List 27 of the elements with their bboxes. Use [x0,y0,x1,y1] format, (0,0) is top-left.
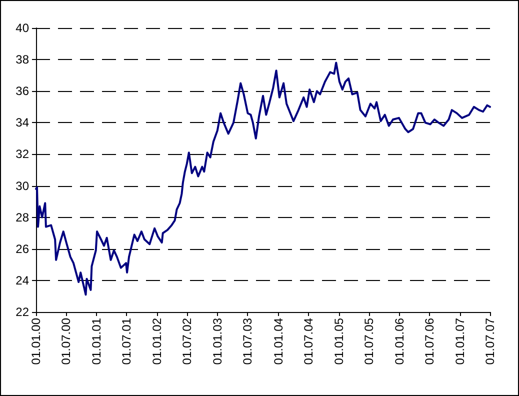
y-tick-label: 26 [16,242,30,256]
x-tick-label: 01.01.01 [90,318,104,365]
y-tick-label: 36 [16,84,30,98]
x-tick-label: 01.01.03 [210,318,225,365]
x-tick-label: 01.07.00 [59,318,74,365]
x-tick-label: 01.01.05 [332,318,346,365]
y-tick-label: 40 [16,21,30,35]
y-tick-label: 38 [16,52,30,67]
x-tick-label: 01.07.04 [301,318,316,365]
x-tick-label: 01.07.05 [362,318,376,365]
y-tick-label: 34 [16,116,30,130]
x-tick-label: 01.01.04 [271,318,286,365]
y-tick-label: 28 [16,210,30,224]
x-tick-label: 01.01.06 [392,318,406,365]
x-tick-label: 01.01.07 [452,318,467,365]
x-tick-label: 01.01.00 [29,318,43,365]
y-tick-label: 24 [16,273,30,288]
y-tick-label: 32 [16,147,30,162]
x-tick-label: 01.07.07 [483,318,497,365]
line-series [35,62,491,296]
x-tick-label: 01.07.03 [240,318,255,365]
x-tick-label: 01.07.02 [180,318,194,365]
x-tick-label: 01.07.01 [120,318,134,365]
x-tick-label: 01.07.06 [422,318,436,365]
y-tick-label: 22 [16,305,30,319]
y-tick-label: 30 [16,178,30,193]
x-tick-label: 01.01.02 [150,318,164,365]
